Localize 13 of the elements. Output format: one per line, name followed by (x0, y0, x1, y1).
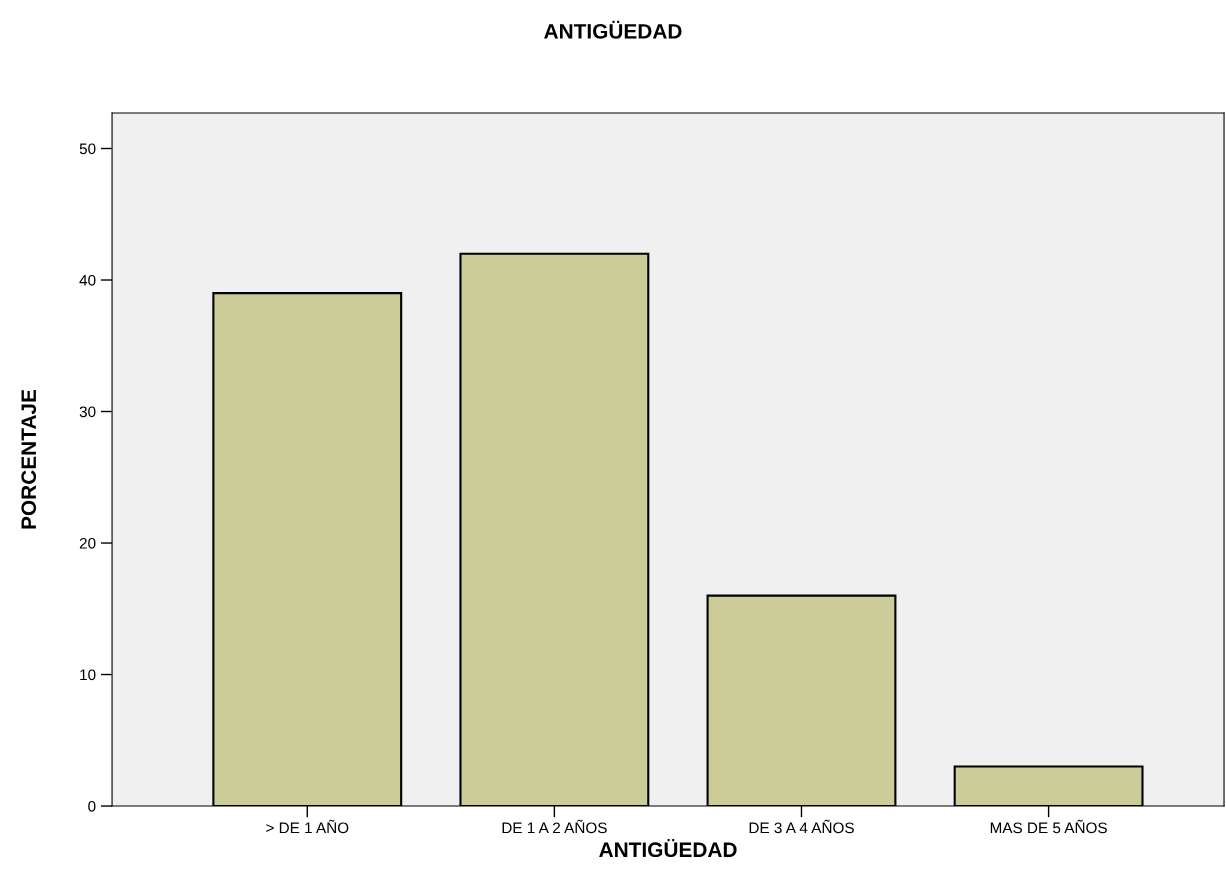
chart-title: ANTIGÜEDAD (544, 20, 682, 39)
y-tick-label: 40 (79, 274, 96, 286)
x-tick-label: DE 1 A 2 AÑOS (502, 819, 607, 834)
x-axis-title: ANTIGÜEDAD (599, 839, 737, 858)
y-tick-label: 20 (79, 537, 96, 549)
x-tick-label: MAS DE 5 AÑOS (990, 819, 1107, 834)
x-tick-label: DE 3 A 4 AÑOS (749, 819, 854, 834)
y-axis-title: PORCENTAJE (21, 389, 37, 529)
y-tick-label: 0 (88, 800, 96, 812)
x-tick-label: > DE 1 AÑO (266, 819, 349, 834)
y-tick-label: 30 (79, 406, 96, 418)
y-tick-label: 10 (80, 669, 96, 681)
y-tick-label: 50 (79, 143, 96, 155)
